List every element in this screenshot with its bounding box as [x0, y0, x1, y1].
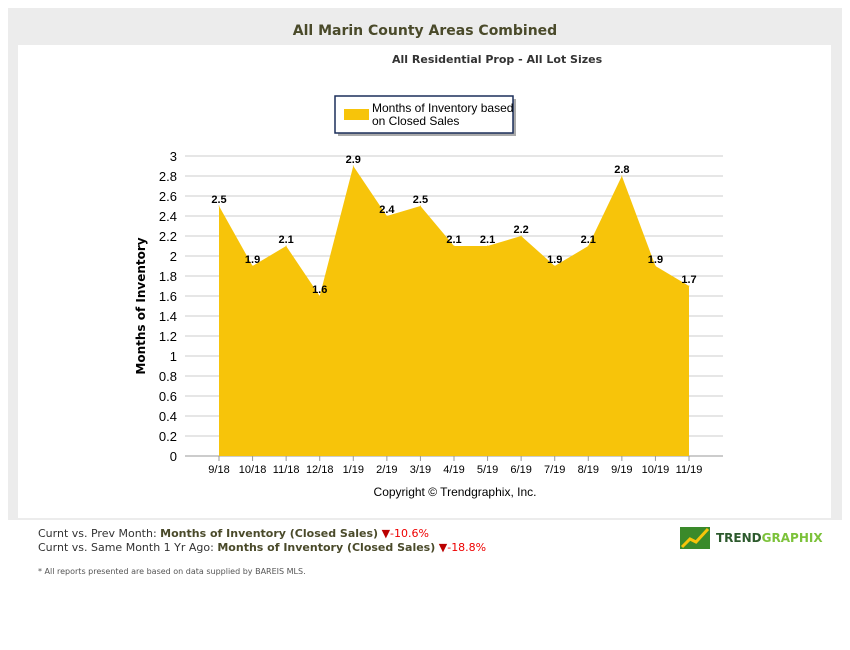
logo-chart-icon [680, 527, 710, 549]
data-source-note: * All reports presented are based on dat… [38, 567, 306, 576]
data-point [554, 265, 556, 267]
data-point [419, 205, 421, 207]
down-triangle-icon: ▼ [438, 541, 448, 554]
data-label: 2.8 [614, 164, 629, 176]
x-tick-label: 9/19 [611, 464, 632, 476]
chart: 0 0.2 0.4 0.6 0.8 1 1.2 1.4 1.6 1.8 2 2.2 2.4 2.6 2.8 3… [134, 95, 723, 499]
data-point [453, 245, 455, 247]
data-label: 2.5 [211, 194, 226, 206]
data-point [587, 245, 589, 247]
y-tick-label: 2.8 [159, 169, 177, 184]
y-tick-label: 0.4 [159, 409, 177, 424]
stat-metric: Months of Inventory (Closed Sales) [160, 527, 379, 540]
y-tick-label: 1.2 [159, 329, 177, 344]
stat-year-ago: Curnt vs. Same Month 1 Yr Ago: Months of… [38, 541, 486, 554]
logo-text-trend: TREND [716, 531, 762, 545]
data-label: 2.9 [346, 154, 361, 166]
data-point [520, 235, 522, 237]
down-triangle-icon: ▼ [381, 527, 391, 540]
logo-text-graphix: GRAPHIX [761, 531, 823, 545]
x-tick-label: 10/19 [642, 464, 670, 476]
data-label: 1.9 [648, 254, 663, 266]
x-tick-label: 6/19 [510, 464, 531, 476]
data-point [386, 215, 388, 217]
x-tick-label: 1/19 [343, 464, 364, 476]
data-point [654, 265, 656, 267]
y-tick-label: 0.2 [159, 429, 177, 444]
x-tick-label: 2/19 [376, 464, 397, 476]
data-point [621, 175, 623, 177]
data-point [688, 285, 690, 287]
stat-prev-month: Curnt vs. Prev Month: Months of Inventor… [38, 527, 429, 540]
x-tick-label: 12/18 [306, 464, 334, 476]
stat-prefix: Curnt vs. Prev Month: [38, 527, 161, 540]
data-point [252, 265, 254, 267]
data-label: 1.9 [547, 254, 562, 266]
y-tick-label: 0 [170, 449, 177, 464]
data-label: 2.5 [413, 194, 428, 206]
y-tick-label: 1.6 [159, 289, 177, 304]
x-tick-label: 11/18 [273, 464, 300, 476]
stat-prefix: Curnt vs. Same Month 1 Yr Ago: [38, 541, 218, 554]
x-tick-label: 9/18 [208, 464, 229, 476]
legend-label: Months of Inventory based [372, 101, 513, 115]
data-label: 1.7 [681, 274, 696, 286]
y-tick-label: 2.6 [159, 189, 177, 204]
x-tick-label: 7/19 [544, 464, 565, 476]
data-point [285, 245, 287, 247]
y-tick-label: 2 [170, 249, 177, 264]
x-tick-label: 4/19 [443, 464, 464, 476]
x-tick-label: 3/19 [410, 464, 431, 476]
report-subtitle: All Residential Prop - All Lot Sizes [392, 53, 603, 66]
x-tick-label: 10/18 [239, 464, 267, 476]
data-label: 2.1 [581, 234, 596, 246]
report-title: All Marin County Areas Combined [292, 23, 558, 39]
data-label: 2.2 [513, 224, 528, 236]
y-tick-label: 2.4 [159, 209, 177, 224]
trendgraphix-logo: TREND GRAPHIX [680, 527, 823, 549]
stat-change: -10.6% [390, 527, 429, 540]
data-point [352, 165, 354, 167]
data-label: 1.9 [245, 254, 260, 266]
y-tick-label: 3 [170, 149, 177, 164]
data-point [319, 295, 321, 297]
y-tick-label: 0.6 [159, 389, 177, 404]
data-point [218, 205, 220, 207]
legend-label: on Closed Sales [372, 114, 459, 128]
y-tick-label: 2.2 [159, 229, 177, 244]
data-label: 2.1 [278, 234, 293, 246]
y-tick-label: 1.8 [159, 269, 177, 284]
x-tick-label: 8/19 [578, 464, 599, 476]
x-tick-label: 11/19 [676, 464, 703, 476]
data-point [487, 245, 489, 247]
y-tick-label: 0.8 [159, 369, 177, 384]
data-label: 2.1 [480, 234, 495, 246]
data-label: 1.6 [312, 284, 327, 296]
y-axis-title: Months of Inventory [134, 237, 148, 374]
x-tick-label: 5/19 [477, 464, 498, 476]
area-series [219, 166, 689, 456]
legend-swatch [344, 109, 369, 120]
y-tick-label: 1.4 [159, 309, 177, 324]
data-label: 2.1 [446, 234, 461, 246]
stat-change: -18.8% [447, 541, 487, 554]
stat-metric: Months of Inventory (Closed Sales) [217, 541, 436, 554]
copyright: Copyright © Trendgraphix, Inc. [374, 485, 537, 499]
data-label: 2.4 [379, 204, 395, 216]
y-tick-label: 1 [170, 349, 177, 364]
